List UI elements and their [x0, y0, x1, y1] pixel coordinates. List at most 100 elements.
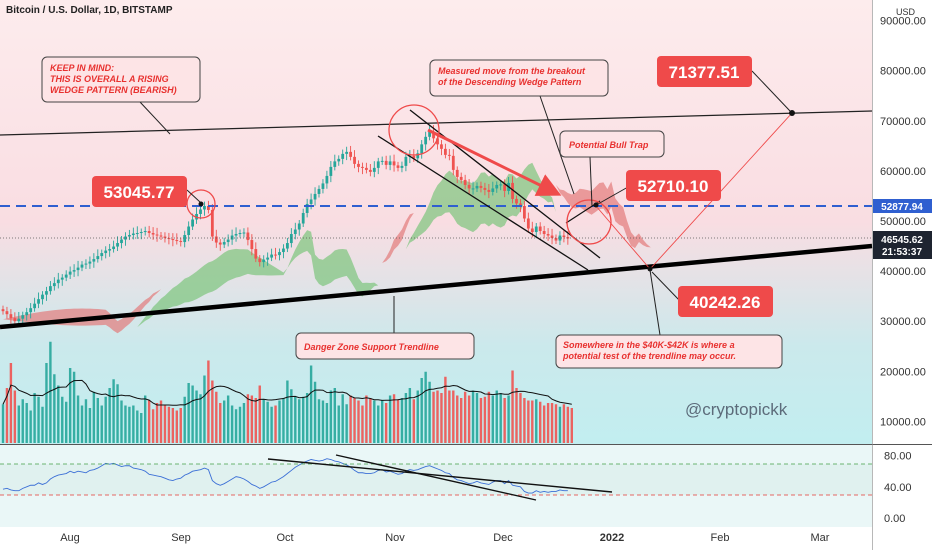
candle-body [191, 219, 194, 227]
label-53045-text: 53045.77 [104, 183, 175, 202]
candle-body [384, 160, 388, 165]
label-53045-pointer [186, 189, 201, 203]
candle-body [37, 299, 40, 304]
candle-body [135, 233, 139, 235]
cloud-segment [137, 248, 288, 328]
candle-body [139, 232, 143, 234]
volume-bar [179, 408, 182, 443]
candle-body [270, 254, 273, 258]
candle-body [199, 209, 202, 214]
candle-body [100, 253, 104, 257]
volume-bar [381, 400, 384, 443]
x-axis[interactable]: Aug Sep Oct Nov Dec 2022 Feb Mar [60, 532, 830, 544]
candle-body [487, 189, 491, 192]
candle-body [151, 233, 155, 235]
candle-body [286, 243, 289, 249]
label-52710-box [626, 170, 721, 201]
volume-bar [570, 408, 573, 443]
volume-bar [25, 403, 28, 443]
volume-bar [487, 391, 491, 443]
volume-bar [309, 365, 313, 443]
candle-body [250, 240, 254, 250]
candle-body [124, 236, 127, 240]
volume-bar [460, 398, 463, 443]
dashed-level-tag-text: 52877.94 [881, 202, 923, 213]
volume-bar [452, 390, 455, 443]
y-tick-label: 10000.00 [880, 416, 926, 428]
keep-in-mind-line-3: WEDGE PATTERN (BEARISH) [50, 85, 177, 95]
volume-bar [175, 410, 178, 443]
candle-body [5, 311, 9, 315]
candle-body [353, 156, 356, 164]
volume-bar [57, 385, 60, 443]
volume-bar [333, 388, 336, 443]
volume-bar [523, 398, 526, 443]
y-tick-label: 80000.00 [880, 66, 926, 78]
candle-body [455, 169, 459, 177]
volume-bar [234, 409, 238, 443]
y-tick-label: 40000.00 [880, 266, 926, 278]
candle-body [278, 252, 281, 256]
y-tick-label: 20000.00 [880, 366, 926, 378]
volume-bar [515, 388, 518, 443]
current-price-tag [873, 231, 932, 259]
highlight-circle-dec [566, 199, 612, 245]
volume-bar [463, 391, 467, 443]
trendline-test-point [647, 266, 653, 272]
volume-bar [84, 399, 88, 443]
y-axis[interactable]: 90000.00 80000.00 70000.00 60000.00 50000.00… [880, 16, 926, 525]
volume-bar [329, 390, 333, 443]
candle-body [404, 156, 408, 166]
candle-body [163, 236, 167, 239]
candle-body [238, 233, 242, 235]
candle-body [52, 283, 56, 287]
volume-bar [357, 400, 360, 443]
candle-body [463, 179, 467, 185]
candle-body [499, 184, 503, 186]
volume-bar [546, 403, 550, 443]
x-tick-label: Oct [276, 532, 293, 544]
candle-body [49, 286, 52, 292]
candle-body [491, 188, 495, 192]
volume-bar [388, 395, 392, 443]
volume-bar [230, 405, 234, 443]
x-tick-label: Dec [493, 532, 513, 544]
volume-bar [120, 400, 123, 443]
dashed-level-tag [873, 199, 932, 213]
label-40242-pointer [651, 271, 681, 302]
volume-bar [65, 401, 68, 443]
volume-bar [428, 381, 431, 443]
candle-body [440, 144, 443, 149]
axis-background [872, 0, 932, 550]
candle-body [428, 131, 431, 137]
label-40242-text: 40242.26 [690, 293, 761, 312]
y-tick-label: 30000.00 [880, 316, 926, 328]
candle-body [388, 161, 392, 165]
volume-bar [349, 395, 352, 443]
volume-bar [254, 398, 257, 443]
candle-body [262, 259, 266, 263]
candle-body [88, 261, 92, 264]
label-71377-pointer [751, 70, 791, 112]
volume-bar [167, 406, 171, 443]
somewhere-box [555, 334, 783, 369]
candle-body [242, 232, 246, 234]
candle-body [530, 228, 534, 233]
keep-in-mind-line-2: THIS IS OVERALL A RISING [50, 74, 169, 84]
volume-bar [96, 398, 99, 443]
wedge-upper-line [409, 109, 601, 259]
volume-bar [298, 399, 301, 443]
highlight-circle-nov [388, 104, 440, 156]
candle-body [128, 235, 131, 237]
volume-bar [132, 405, 135, 443]
volume-bars [1, 341, 573, 443]
volume-bar [317, 399, 321, 443]
candle-body [558, 235, 562, 241]
candle-body [104, 250, 108, 254]
candle-body [495, 184, 499, 189]
volume-bar [527, 400, 530, 443]
volume-bar [278, 400, 281, 443]
candle-body [301, 212, 305, 224]
rsi-line [2, 458, 568, 494]
